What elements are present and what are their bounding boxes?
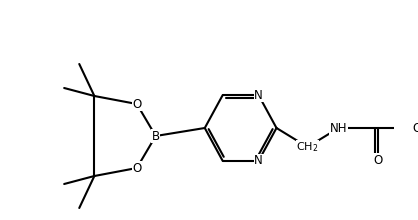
Text: N: N — [254, 154, 263, 167]
Text: N: N — [254, 89, 263, 102]
Text: B: B — [152, 130, 160, 143]
Text: O: O — [132, 161, 141, 174]
Text: CH$_2$: CH$_2$ — [296, 140, 319, 154]
Text: NH: NH — [330, 121, 347, 134]
Text: O: O — [132, 97, 141, 110]
Text: O: O — [373, 154, 382, 167]
Text: O: O — [413, 121, 418, 134]
